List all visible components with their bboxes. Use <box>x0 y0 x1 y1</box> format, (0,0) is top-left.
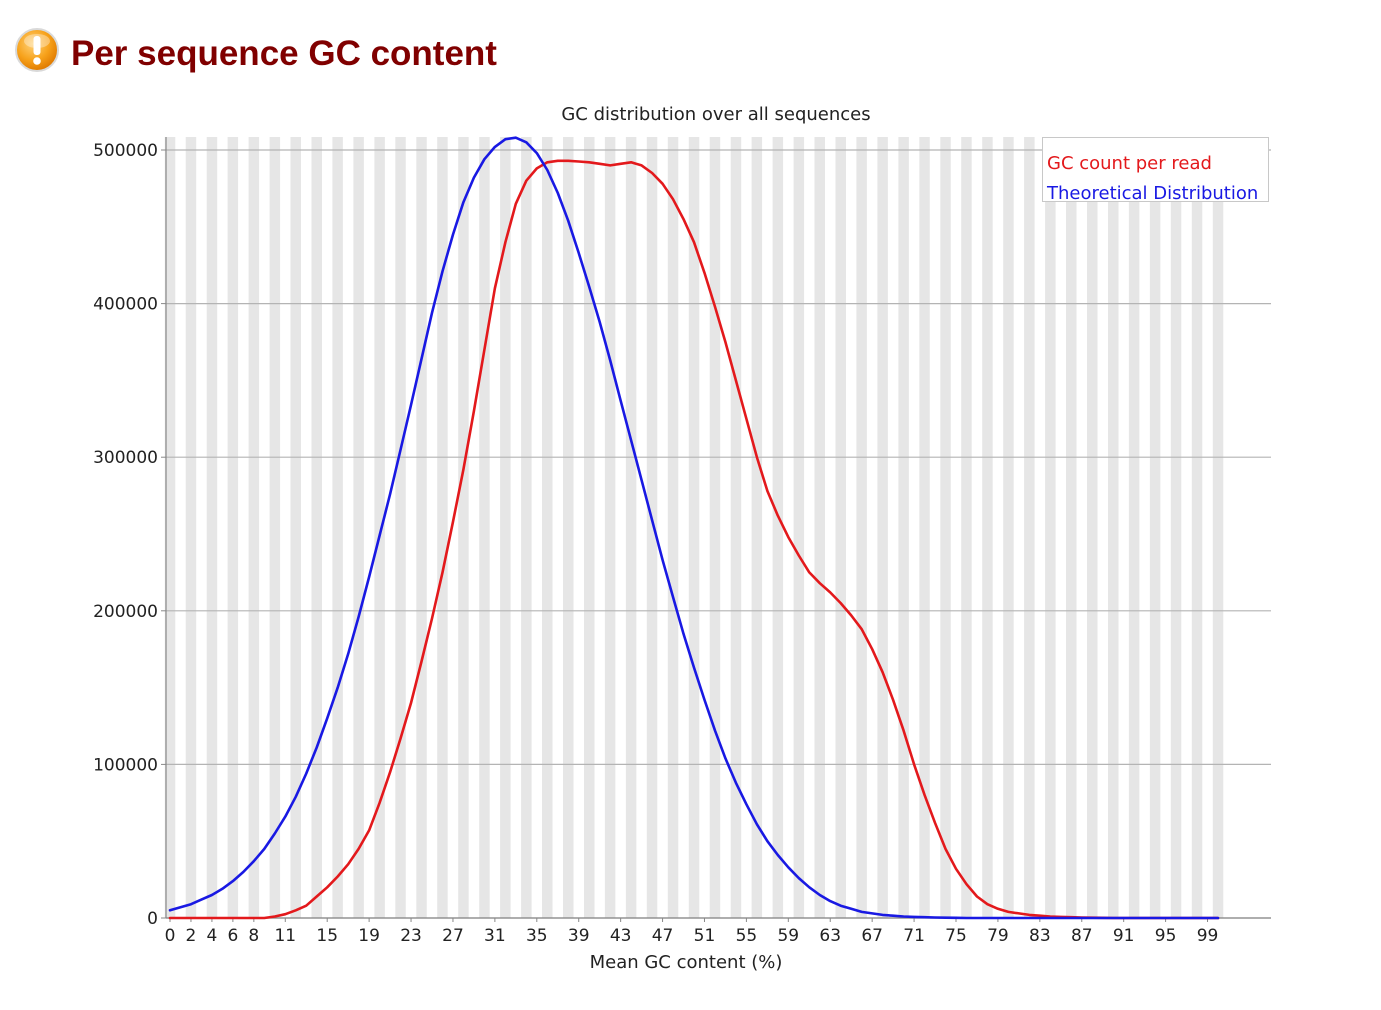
bg-stripe <box>814 137 825 918</box>
bg-stripe <box>290 137 301 918</box>
x-tick-label: 71 <box>903 926 925 946</box>
bg-stripe <box>164 137 176 918</box>
y-tick-label: 100000 <box>93 755 158 775</box>
bg-stripe <box>521 137 532 918</box>
bg-stripe <box>185 137 197 918</box>
y-tick-label: 0 <box>147 909 158 929</box>
bg-stripe <box>500 137 511 918</box>
legend-item-gc-count: GC count per read <box>1047 153 1212 174</box>
x-tick-label: 47 <box>652 926 674 946</box>
bg-stripe <box>940 137 951 918</box>
bg-stripe <box>877 137 888 918</box>
bg-stripe <box>374 137 385 918</box>
warning-icon <box>15 28 59 72</box>
bg-stripe <box>961 137 972 918</box>
bg-stripe <box>1066 137 1077 918</box>
bg-stripe <box>1003 137 1014 918</box>
page-header: Per sequence GC content <box>14 22 497 78</box>
bg-stripe <box>898 137 909 918</box>
bg-stripe <box>395 137 406 918</box>
bg-stripe <box>584 137 595 918</box>
bg-stripe <box>563 137 574 918</box>
bg-stripe <box>625 137 637 918</box>
x-tick-label: 59 <box>777 926 799 946</box>
x-tick-label: 39 <box>568 926 590 946</box>
bg-stripe <box>772 137 784 918</box>
bg-stripe <box>856 137 867 918</box>
bg-stripe <box>604 137 616 918</box>
x-tick-label: 15 <box>316 926 338 946</box>
bg-stripe <box>646 137 658 918</box>
bg-stripe <box>1024 137 1035 918</box>
bg-stripe <box>227 137 239 918</box>
x-tick-label: 55 <box>736 926 758 946</box>
bg-stripe <box>332 137 343 918</box>
x-tick-label: 4 <box>207 926 218 946</box>
y-tick-label: 400000 <box>93 295 158 315</box>
bg-stripe <box>688 137 700 918</box>
page-title: Per sequence GC content <box>71 34 497 73</box>
x-tick-label: 2 <box>186 926 197 946</box>
bg-stripe <box>311 137 322 918</box>
bg-stripe <box>709 137 721 918</box>
x-tick-label: 35 <box>526 926 548 946</box>
series-line-gc-count <box>168 159 1220 920</box>
bg-stripe <box>458 137 469 918</box>
chart-legend: GC count per read Theoretical Distributi… <box>1042 137 1269 204</box>
bg-stripe <box>1108 137 1119 918</box>
bg-stripe <box>416 137 427 918</box>
bg-stripe <box>919 137 930 918</box>
x-tick-label: 51 <box>694 926 716 946</box>
x-tick-label: 27 <box>442 926 464 946</box>
bg-stripe <box>206 137 218 918</box>
bg-stripe <box>437 137 448 918</box>
legend-item-theoretical: Theoretical Distribution <box>1047 183 1259 204</box>
bg-stripe <box>1045 137 1056 918</box>
bg-stripe <box>479 137 490 918</box>
x-tick-label: 95 <box>1155 926 1177 946</box>
x-tick-label: 23 <box>400 926 422 946</box>
series-line-theoretical <box>168 136 1220 920</box>
x-tick-label: 0 <box>165 926 176 946</box>
bg-stripe <box>751 137 763 918</box>
x-tick-label: 79 <box>987 926 1009 946</box>
x-tick-label: 43 <box>610 926 632 946</box>
x-tick-label: 19 <box>358 926 380 946</box>
x-tick-label: 6 <box>227 926 238 946</box>
bg-stripe <box>1128 137 1140 918</box>
bg-stripe <box>835 137 846 918</box>
x-tick-label: 91 <box>1113 926 1135 946</box>
bg-stripe <box>667 137 679 918</box>
y-tick-label: 300000 <box>93 448 158 468</box>
x-tick-label: 63 <box>819 926 841 946</box>
x-axis-label: Mean GC content (%) <box>589 952 783 973</box>
bg-stripe <box>248 137 260 918</box>
chart-title: GC distribution over all sequences <box>561 104 871 125</box>
bg-stripe <box>730 137 742 918</box>
bg-stripe <box>269 137 281 918</box>
bg-stripe <box>1212 137 1224 918</box>
bg-stripe <box>353 137 364 918</box>
bg-stripe <box>793 137 805 918</box>
bg-stripe <box>1191 137 1203 918</box>
x-tick-label: 83 <box>1029 926 1051 946</box>
x-tick-label: 67 <box>861 926 883 946</box>
bg-stripe <box>1087 137 1098 918</box>
bg-stripe <box>982 137 993 918</box>
y-tick-label: 200000 <box>93 602 158 622</box>
bg-stripe <box>1149 137 1161 918</box>
x-tick-label: 99 <box>1197 926 1219 946</box>
x-tick-label: 11 <box>274 926 296 946</box>
y-tick-label: 500000 <box>93 141 158 161</box>
x-tick-label: 87 <box>1071 926 1093 946</box>
bg-stripe <box>542 137 553 918</box>
bg-stripe <box>1170 137 1182 918</box>
x-tick-label: 75 <box>945 926 967 946</box>
x-tick-label: 8 <box>248 926 259 946</box>
x-tick-label: 31 <box>484 926 506 946</box>
